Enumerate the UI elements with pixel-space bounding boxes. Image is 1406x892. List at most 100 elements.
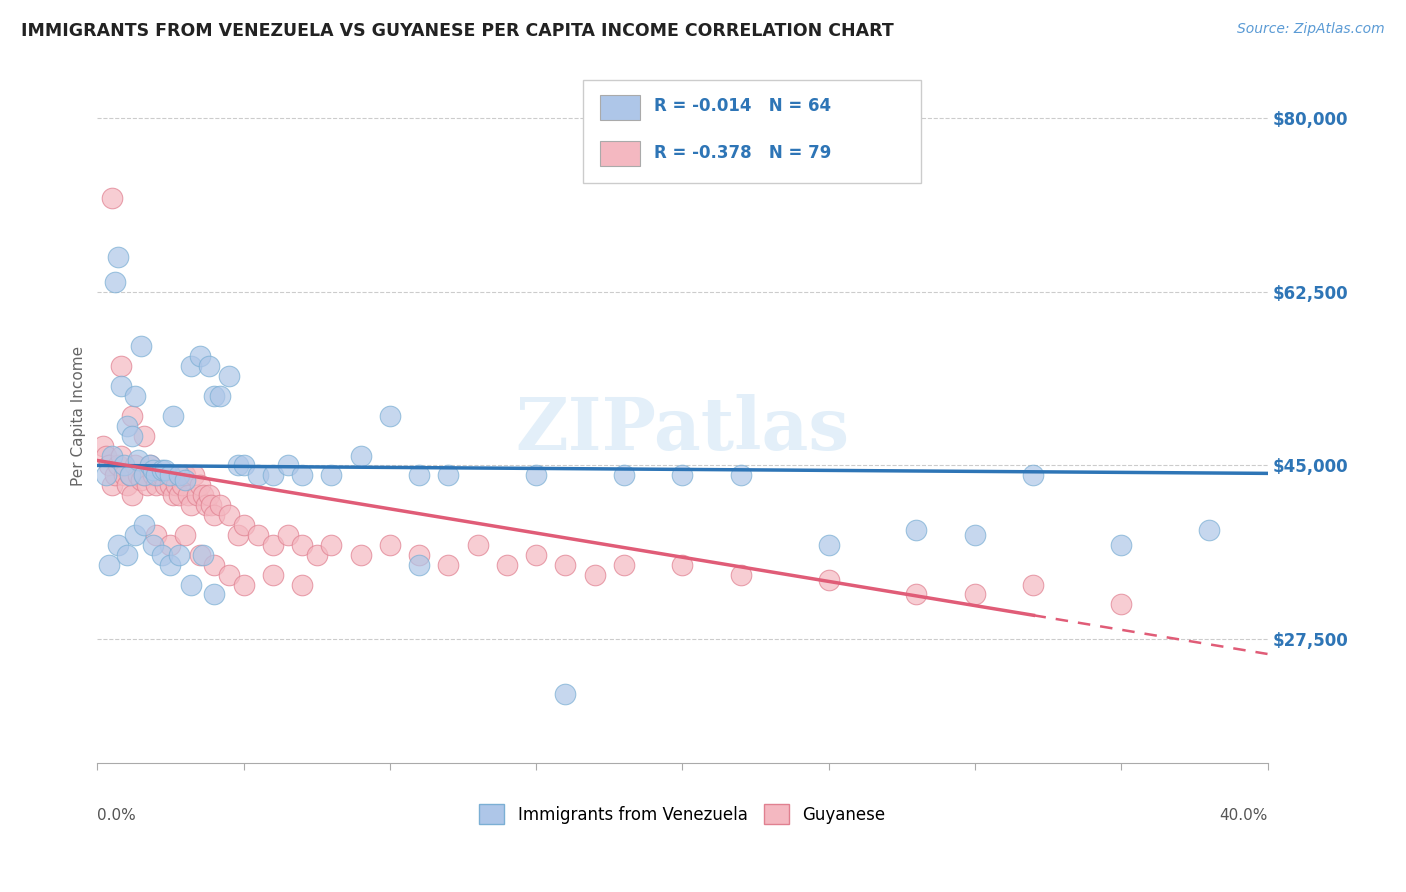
Point <box>218 508 240 522</box>
Point <box>104 468 127 483</box>
Point <box>188 349 211 363</box>
Point <box>905 587 928 601</box>
Point <box>134 468 156 483</box>
Point <box>191 548 214 562</box>
Point <box>112 468 135 483</box>
Point <box>101 478 124 492</box>
Point <box>1022 577 1045 591</box>
Point <box>226 528 249 542</box>
Point <box>159 478 181 492</box>
Point <box>1198 523 1220 537</box>
Point <box>186 488 208 502</box>
Point <box>202 587 225 601</box>
Point <box>174 473 197 487</box>
Point <box>188 548 211 562</box>
Point <box>129 339 152 353</box>
Point <box>247 528 270 542</box>
Point <box>276 528 298 542</box>
Point <box>174 528 197 542</box>
Point <box>101 449 124 463</box>
Point <box>142 468 165 483</box>
Point <box>145 478 167 492</box>
Point <box>115 478 138 492</box>
Point <box>437 468 460 483</box>
Point <box>247 468 270 483</box>
Point <box>583 567 606 582</box>
Point <box>291 577 314 591</box>
Point <box>378 538 401 552</box>
Point <box>671 558 693 572</box>
Point <box>730 567 752 582</box>
Point <box>153 463 176 477</box>
Point <box>134 428 156 442</box>
Point <box>963 587 986 601</box>
Point <box>188 478 211 492</box>
Point <box>98 558 121 572</box>
Point <box>202 389 225 403</box>
Point <box>142 463 165 477</box>
Point <box>134 468 156 483</box>
Point <box>167 468 190 483</box>
Point <box>159 468 181 483</box>
Point <box>1109 598 1132 612</box>
Point <box>524 548 547 562</box>
Point <box>110 359 132 374</box>
Point <box>145 528 167 542</box>
Point <box>98 458 121 473</box>
Point <box>107 538 129 552</box>
Point <box>159 558 181 572</box>
Point <box>496 558 519 572</box>
Point <box>150 548 173 562</box>
Point <box>194 498 217 512</box>
Point <box>197 488 219 502</box>
Text: R = -0.014   N = 64: R = -0.014 N = 64 <box>654 97 831 115</box>
Point <box>115 548 138 562</box>
Point <box>349 449 371 463</box>
Point <box>127 468 149 483</box>
Point <box>115 418 138 433</box>
Point <box>94 449 117 463</box>
Point <box>963 528 986 542</box>
Point <box>118 468 141 483</box>
Point <box>129 473 152 487</box>
Point <box>139 458 162 473</box>
Point <box>124 458 146 473</box>
Point <box>202 508 225 522</box>
Point <box>121 428 143 442</box>
Point <box>172 478 194 492</box>
Point <box>321 468 343 483</box>
Text: IMMIGRANTS FROM VENEZUELA VS GUYANESE PER CAPITA INCOME CORRELATION CHART: IMMIGRANTS FROM VENEZUELA VS GUYANESE PE… <box>21 22 894 40</box>
Point <box>124 389 146 403</box>
Point <box>180 498 202 512</box>
Text: ZIPatlas: ZIPatlas <box>516 394 849 466</box>
Point <box>209 389 232 403</box>
Point <box>183 468 205 483</box>
Text: Source: ZipAtlas.com: Source: ZipAtlas.com <box>1237 22 1385 37</box>
Point <box>177 488 200 502</box>
Point <box>167 548 190 562</box>
Point <box>91 439 114 453</box>
Point <box>1109 538 1132 552</box>
Text: 40.0%: 40.0% <box>1219 808 1268 822</box>
Point <box>554 558 576 572</box>
Point <box>613 558 636 572</box>
Point <box>107 458 129 473</box>
Point <box>262 538 284 552</box>
Point <box>218 567 240 582</box>
Point <box>180 577 202 591</box>
Point <box>180 359 202 374</box>
Point <box>118 468 141 483</box>
Point <box>162 409 184 423</box>
Legend: Immigrants from Venezuela, Guyanese: Immigrants from Venezuela, Guyanese <box>479 804 886 824</box>
Point <box>671 468 693 483</box>
Point <box>305 548 328 562</box>
Point <box>218 369 240 384</box>
Point <box>232 458 254 473</box>
Point <box>202 558 225 572</box>
Point <box>165 478 187 492</box>
Point <box>124 528 146 542</box>
Point <box>136 478 159 492</box>
Point <box>437 558 460 572</box>
Point <box>262 468 284 483</box>
Point <box>1022 468 1045 483</box>
